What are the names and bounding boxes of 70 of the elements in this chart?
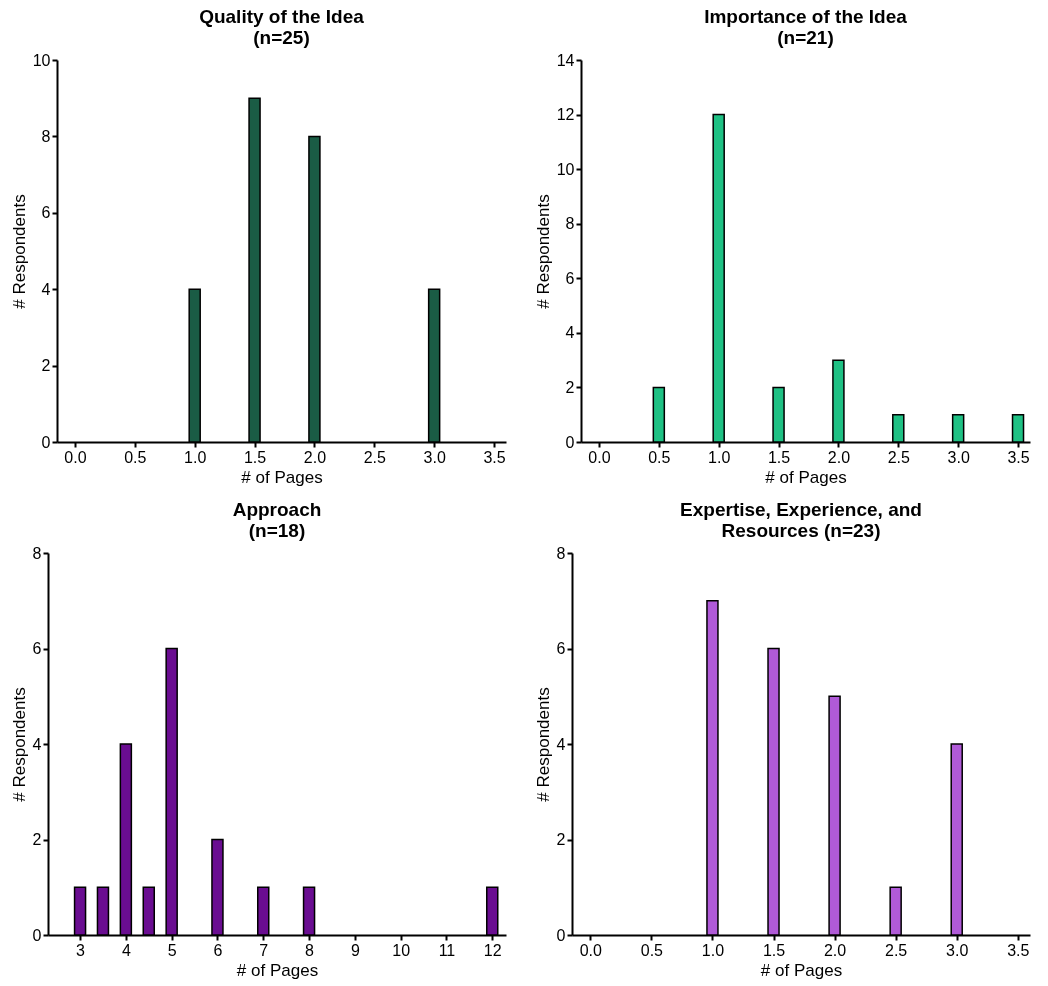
y-tick-label: 4 <box>32 735 42 753</box>
x-tick-label: 1.0 <box>184 448 207 466</box>
y-tick-label: 4 <box>565 324 575 342</box>
chart-title: Approach (n=18) <box>232 499 322 541</box>
x-tick-label: 1.5 <box>243 448 267 466</box>
y-tick-label: 2 <box>41 357 51 375</box>
x-tick-label: 12 <box>483 941 502 959</box>
x-axis-title: # of Pages <box>765 467 847 487</box>
y-axis-title: # Respondents <box>533 194 553 309</box>
chart-title: Importance of the Idea (n=21) <box>704 6 908 48</box>
y-tick-label: 2 <box>556 831 566 848</box>
y-tick-label: 6 <box>32 640 42 657</box>
x-tick-label: 0.5 <box>124 448 147 466</box>
x-tick-label: 4 <box>121 941 131 959</box>
x-tick-label: 11 <box>438 941 456 959</box>
x-tick-label: 3.0 <box>946 941 969 959</box>
x-axis-title: # of Pages <box>241 467 323 487</box>
x-tick-label: 0.5 <box>640 941 664 959</box>
x-tick-label: 8 <box>305 941 315 959</box>
y-tick-label: 8 <box>32 544 42 562</box>
chart-title: Expertise, Experience, and Resources (n=23) <box>680 499 922 541</box>
y-tick-label: 6 <box>41 204 51 222</box>
y-tick-label: 12 <box>556 106 575 124</box>
x-tick-label: 2.5 <box>363 448 387 466</box>
x-tick-label: 2.0 <box>823 941 847 959</box>
y-tick-label: 0 <box>41 433 51 451</box>
y-axis-title: # Respondents <box>533 687 553 802</box>
y-tick-label: 6 <box>565 269 575 287</box>
x-tick-label: 2.0 <box>827 448 851 466</box>
x-tick-label: 2.5 <box>885 941 908 959</box>
x-axis-title: # of Pages <box>236 960 319 980</box>
x-tick-label: 5 <box>167 941 177 959</box>
y-tick-label: 4 <box>556 735 566 753</box>
y-tick-label: 10 <box>556 160 575 178</box>
x-tick-label: 9 <box>350 941 360 959</box>
x-tick-label: 0.0 <box>64 448 87 466</box>
y-tick-label: 14 <box>556 51 575 69</box>
y-tick-label: 8 <box>556 544 566 562</box>
x-tick-label: 3.5 <box>1007 941 1030 959</box>
y-tick-label: 0 <box>32 926 42 944</box>
x-tick-label: 1.5 <box>762 941 786 959</box>
x-tick-label: 3.5 <box>1007 448 1030 466</box>
y-tick-label: 4 <box>41 280 51 298</box>
x-axis-title: # of Pages <box>760 960 843 980</box>
x-tick-label: 0.0 <box>588 448 611 466</box>
x-tick-label: 0.0 <box>579 941 603 959</box>
x-tick-label: 0.5 <box>648 448 671 466</box>
x-tick-label: 2.5 <box>887 448 911 466</box>
x-tick-label: 6 <box>213 941 223 959</box>
y-tick-label: 6 <box>556 640 566 657</box>
x-tick-label: 7 <box>259 941 269 959</box>
y-tick-label: 0 <box>556 926 566 944</box>
x-tick-label: 3.0 <box>947 448 970 466</box>
y-tick-label: 2 <box>565 378 575 396</box>
x-tick-label: 3 <box>76 941 86 959</box>
x-tick-label: 1.0 <box>708 448 731 466</box>
y-tick-label: 10 <box>32 51 51 69</box>
y-tick-label: 0 <box>565 433 575 451</box>
y-tick-label: 2 <box>32 831 42 848</box>
y-tick-label: 8 <box>41 127 51 145</box>
y-tick-label: 8 <box>565 215 575 233</box>
x-tick-label: 10 <box>392 941 411 959</box>
x-tick-label: 2.0 <box>303 448 327 466</box>
y-axis-title: # Respondents <box>9 687 29 802</box>
x-tick-label: 1.0 <box>701 941 725 959</box>
x-tick-label: 3.0 <box>423 448 446 466</box>
x-tick-label: 1.5 <box>767 448 791 466</box>
y-axis-title: # Respondents <box>9 194 29 309</box>
chart-title: Quality of the Idea (n=25) <box>199 6 365 48</box>
x-tick-label: 3.5 <box>483 448 506 466</box>
